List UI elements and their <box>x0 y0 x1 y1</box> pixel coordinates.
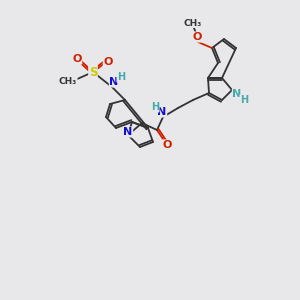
Text: O: O <box>72 54 82 64</box>
Text: H: H <box>151 102 159 112</box>
Text: S: S <box>89 65 97 79</box>
Text: H: H <box>240 95 248 105</box>
Text: O: O <box>162 140 172 150</box>
Text: O: O <box>103 57 113 67</box>
Text: N: N <box>232 89 242 99</box>
Text: N: N <box>110 77 118 87</box>
Text: N: N <box>158 107 166 117</box>
Text: H: H <box>117 72 125 82</box>
Text: O: O <box>192 32 202 42</box>
Text: N: N <box>123 127 133 137</box>
Text: CH₃: CH₃ <box>59 77 77 86</box>
Text: CH₃: CH₃ <box>184 19 202 28</box>
